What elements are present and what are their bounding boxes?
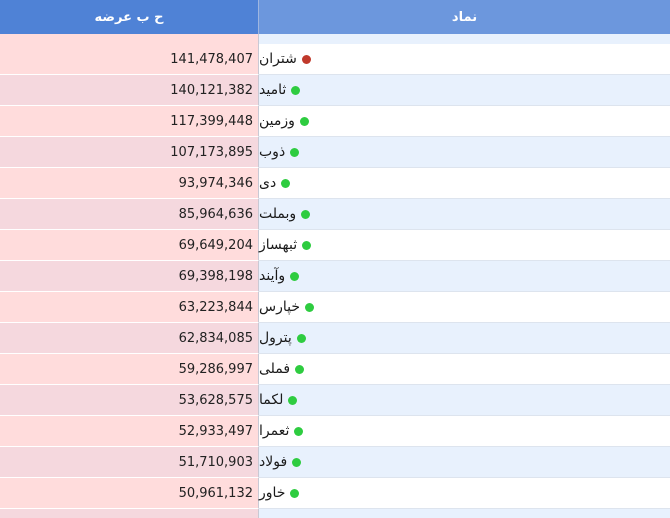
supply-cell: 69,649,204	[0, 230, 259, 261]
table-row[interactable]: 141,478,407 شتران	[0, 44, 670, 75]
green-status-dot-icon	[294, 426, 304, 436]
column-header-supply[interactable]: ح ب عرضه	[0, 0, 259, 34]
column-header-symbol[interactable]: نماد	[259, 0, 670, 34]
supply-cell: 117,399,448	[0, 106, 259, 137]
table-row[interactable]: 59,286,997 فملی	[0, 354, 670, 385]
symbol-cell[interactable]: خپارس	[259, 292, 670, 323]
symbol-cell[interactable]: لکما	[259, 385, 670, 416]
symbol-cell[interactable]: دی	[259, 168, 670, 199]
symbol-cell[interactable]: خاور	[259, 478, 670, 509]
symbol-label: ثبهساز	[259, 237, 298, 253]
green-status-dot-icon	[291, 85, 301, 95]
table-row[interactable]: 51,710,903 فولاد	[0, 447, 670, 478]
table-row[interactable]: 107,173,895 ذوب	[0, 137, 670, 168]
table-row-partial-bottom	[0, 509, 670, 518]
symbol-cell[interactable]: شتران	[259, 44, 670, 75]
green-status-dot-icon	[305, 302, 314, 312]
symbol-label: شتران	[259, 51, 297, 67]
supply-cell: 140,121,382	[0, 75, 259, 106]
symbol-cell[interactable]: ثامید	[259, 75, 670, 106]
supply-cell: 63,223,844	[0, 292, 259, 323]
table-row[interactable]: 69,398,198 وآیند	[0, 261, 670, 292]
supply-cell: 62,834,085	[0, 323, 259, 354]
supply-cell	[0, 34, 259, 44]
green-status-dot-icon	[301, 209, 311, 219]
supply-cell: 51,710,903	[0, 447, 259, 478]
supply-cell: 93,974,346	[0, 168, 259, 199]
green-status-dot-icon	[295, 364, 305, 374]
table-row[interactable]: 52,933,497 ثعمرا	[0, 416, 670, 447]
table-row[interactable]: 85,964,636 وبملت	[0, 199, 670, 230]
supply-cell: 53,628,575	[0, 385, 259, 416]
table-row[interactable]: 93,974,346 دی	[0, 168, 670, 199]
symbol-label: خپارس	[259, 299, 300, 315]
symbol-label: خاور	[259, 485, 286, 501]
table-row[interactable]: 117,399,448 وزمین	[0, 106, 670, 137]
symbol-cell[interactable]: فملی	[259, 354, 670, 385]
symbol-label: وبملت	[259, 206, 297, 222]
symbol-label: وزمین	[259, 113, 295, 129]
symbol-cell	[259, 34, 670, 44]
symbol-cell	[259, 509, 670, 518]
green-status-dot-icon	[290, 147, 300, 157]
row-container: 141,478,407 شتران 140,121,382 ثامید 117,399,…	[0, 44, 670, 509]
symbol-cell[interactable]: ذوب	[259, 137, 670, 168]
supply-cell: 141,478,407	[0, 44, 259, 75]
table-row[interactable]: 63,223,844 خپارس	[0, 292, 670, 323]
symbol-cell[interactable]: ثبهساز	[259, 230, 670, 261]
green-status-dot-icon	[290, 271, 300, 281]
green-status-dot-icon	[281, 178, 291, 188]
table-body: 141,478,407 شتران 140,121,382 ثامید 117,399,…	[0, 34, 670, 518]
green-status-dot-icon	[290, 488, 300, 498]
symbol-cell[interactable]: وآیند	[259, 261, 670, 292]
supply-cell: 59,286,997	[0, 354, 259, 385]
supply-cell: 107,173,895	[0, 137, 259, 168]
supply-cell	[0, 509, 259, 518]
green-status-dot-icon	[299, 116, 309, 126]
symbol-cell[interactable]: فولاد	[259, 447, 670, 478]
supply-cell: 69,398,198	[0, 261, 259, 292]
table-row[interactable]: 140,121,382 ثامید	[0, 75, 670, 106]
green-status-dot-icon	[292, 457, 302, 467]
symbol-cell[interactable]: وبملت	[259, 199, 670, 230]
supply-cell: 85,964,636	[0, 199, 259, 230]
supply-cell: 50,961,132	[0, 478, 259, 509]
red-status-dot-icon	[301, 54, 311, 64]
symbol-cell[interactable]: پترول	[259, 323, 670, 354]
supply-cell: 52,933,497	[0, 416, 259, 447]
green-status-dot-icon	[288, 395, 298, 405]
symbol-label: ثعمرا	[259, 423, 290, 439]
table-row[interactable]: 50,961,132 خاور	[0, 478, 670, 509]
symbol-label: ثامید	[259, 82, 287, 98]
table-row-partial-top	[0, 34, 670, 44]
symbol-cell[interactable]: وزمین	[259, 106, 670, 137]
table-row[interactable]: 69,649,204 ثبهساز	[0, 230, 670, 261]
symbol-label: پترول	[259, 330, 292, 346]
table-row[interactable]: 62,834,085 پترول	[0, 323, 670, 354]
symbol-label: وآیند	[259, 268, 286, 284]
symbol-cell[interactable]: ثعمرا	[259, 416, 670, 447]
symbol-label: فولاد	[259, 454, 288, 470]
green-status-dot-icon	[296, 333, 306, 343]
table-header: ح ب عرضه نماد	[0, 0, 670, 34]
symbol-label: فملی	[259, 361, 291, 377]
symbol-label: دی	[259, 175, 277, 191]
symbol-label: لکما	[259, 392, 284, 408]
green-status-dot-icon	[302, 240, 312, 250]
table-row[interactable]: 53,628,575 لکما	[0, 385, 670, 416]
symbol-label: ذوب	[259, 144, 286, 160]
